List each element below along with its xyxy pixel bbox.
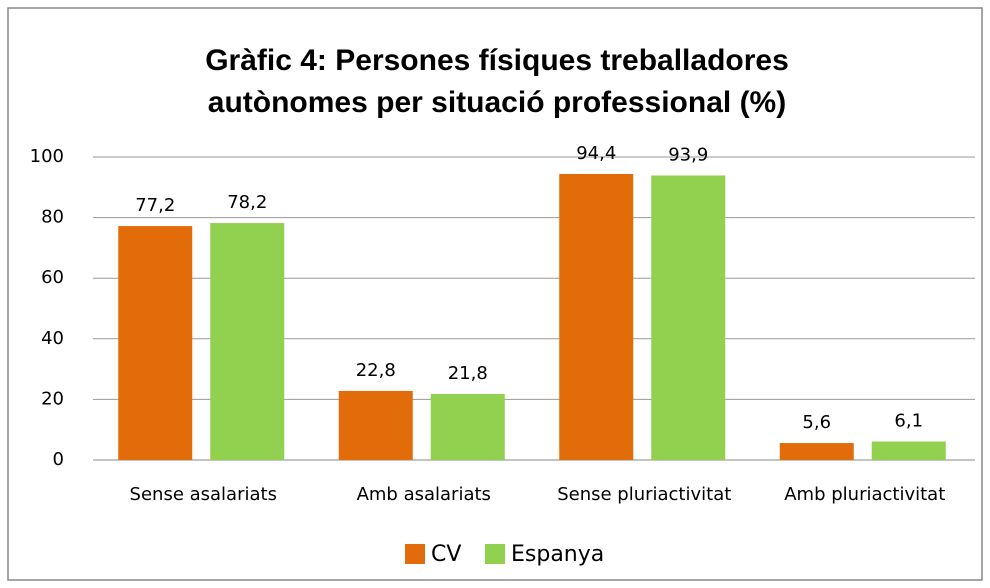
y-tick-label: 40 — [41, 328, 64, 349]
value-label: 5,6 — [802, 412, 831, 433]
y-tick-label: 60 — [41, 267, 64, 288]
y-tick-label: 0 — [53, 449, 64, 470]
bar — [779, 443, 854, 460]
value-label: 22,8 — [356, 360, 396, 381]
value-label: 6,1 — [894, 411, 923, 432]
bar — [338, 390, 413, 460]
legend-label: Espanya — [511, 542, 604, 567]
bar — [651, 175, 726, 460]
x-tick-label: Sense asalariats — [130, 484, 277, 505]
x-tick-label: Sense pluriactivitat — [557, 484, 731, 505]
x-tick-label: Amb asalariats — [357, 484, 491, 505]
legend-swatch — [405, 544, 425, 564]
value-label: 21,8 — [448, 363, 488, 384]
y-tick-label: 80 — [41, 207, 64, 228]
value-label: 77,2 — [135, 195, 175, 216]
value-label: 78,2 — [227, 192, 267, 213]
x-tick-label: Amb pluriactivitat — [784, 484, 945, 505]
bar — [118, 226, 193, 460]
legend-label: CV — [431, 542, 461, 567]
value-label: 93,9 — [668, 144, 708, 165]
chart-title: Gràfic 4: Persones físiques treballadore… — [205, 44, 789, 77]
bar — [430, 393, 505, 460]
chart-title: autònomes per situació professional (%) — [208, 86, 786, 119]
bar — [210, 223, 285, 460]
bar — [559, 173, 634, 460]
y-tick-label: 100 — [30, 146, 64, 167]
legend-swatch — [485, 544, 505, 564]
y-tick-label: 20 — [41, 388, 64, 409]
value-label: 94,4 — [576, 143, 616, 164]
bar — [871, 441, 946, 460]
